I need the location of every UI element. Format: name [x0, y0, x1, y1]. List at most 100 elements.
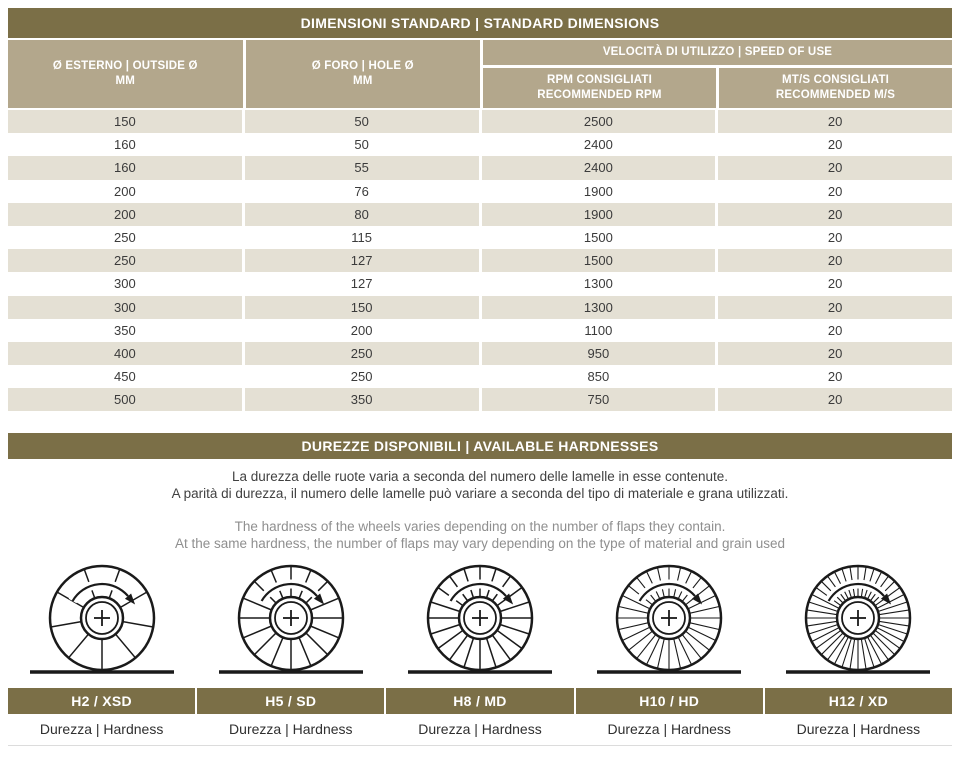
cell-hole-diameter: 76 [244, 179, 479, 203]
hardness-captions: Durezza | Hardness Durezza | Hardness Du… [8, 721, 952, 739]
cell-outside-diameter: 150 [8, 110, 242, 134]
cell-outside-diameter: 400 [8, 341, 242, 366]
hardness-label-h2-xsd: H2 / XSD [8, 688, 196, 715]
column-header-rpm-line2: RECOMMENDED RPM [537, 89, 662, 101]
hardness-label-h10-hd: H10 / HD [575, 688, 763, 715]
table-row: 350 200 1100 20 [8, 318, 952, 342]
hardness-label-h12-xd: H12 / XD [764, 688, 952, 715]
cell-ms: 20 [718, 365, 952, 389]
cell-outside-diameter: 300 [8, 272, 242, 296]
cell-rpm: 1300 [481, 295, 716, 319]
cell-hole-diameter: 55 [244, 156, 479, 180]
cell-outside-diameter: 250 [8, 249, 242, 273]
dimensions-table-body: 150 50 2500 20 160 50 2400 20 160 55 240… [8, 110, 952, 412]
hardness-section-title-text: DUREZZE DISPONIBILI | AVAILABLE HARDNESS… [301, 438, 659, 455]
cell-outside-diameter: 500 [8, 388, 242, 412]
column-header-rpm-line1: RPM CONSIGLIATI [546, 74, 652, 86]
hardness-caption: Durezza | Hardness [229, 721, 353, 738]
table-row: 250 127 1500 20 [8, 249, 952, 273]
table-row: 500 350 750 20 [8, 388, 952, 412]
description-en-line2: At the same hardness, the number of flap… [174, 535, 786, 551]
table-row: 450 250 850 20 [8, 365, 952, 389]
cell-rpm: 950 [481, 341, 716, 366]
column-header-ms-line1: MT/S CONSIGLIATI [781, 74, 890, 86]
flap-wheel-figure [576, 562, 763, 683]
column-header-outside-diameter: Ø ESTERNO | OUTSIDE Ø MM [8, 40, 243, 108]
table-row: 160 50 2400 20 [8, 133, 952, 157]
cell-rpm: 750 [481, 388, 716, 412]
flap-wheel-illustrations [8, 562, 952, 678]
cell-hole-diameter: 150 [244, 295, 479, 319]
hardness-caption: Durezza | Hardness [607, 721, 731, 738]
column-header-ms-line2: RECOMMENDED M/S [775, 89, 896, 101]
cell-hole-diameter: 50 [244, 133, 479, 157]
hardness-description-italian: La durezza delle ruote varia a seconda d… [8, 469, 952, 502]
cell-rpm: 2400 [481, 156, 716, 180]
flap-wheel-figure [8, 562, 195, 683]
cell-outside-diameter: 350 [8, 318, 242, 342]
column-header-speed-of-use: VELOCITÀ DI UTILIZZO | SPEED OF USE [483, 40, 952, 65]
table-row: 160 55 2400 20 [8, 156, 952, 180]
cell-rpm: 1300 [481, 272, 716, 296]
cell-hole-diameter: 127 [244, 272, 479, 296]
description-en-line1: The hardness of the wheels varies depend… [234, 519, 726, 535]
cell-hole-diameter: 127 [244, 249, 479, 273]
cell-outside-diameter: 300 [8, 295, 242, 319]
dimensions-table-title: DIMENSIONI STANDARD | STANDARD DIMENSION… [8, 8, 952, 38]
table-row: 200 76 1900 20 [8, 179, 952, 203]
cell-ms: 20 [718, 249, 952, 273]
cell-outside-diameter: 200 [8, 202, 242, 226]
cell-rpm: 2500 [481, 110, 716, 134]
dimensions-table-header: Ø ESTERNO | OUTSIDE Ø MM Ø FORO | HOLE Ø… [8, 40, 952, 108]
description-it-line2: A parità di durezza, il numero delle lam… [171, 485, 789, 501]
cell-outside-diameter: 250 [8, 225, 242, 250]
cell-ms: 20 [718, 179, 952, 203]
cell-hole-diameter: 250 [244, 365, 479, 389]
cell-ms: 20 [718, 156, 952, 180]
table-row: 150 50 2500 20 [8, 110, 952, 134]
cell-ms: 20 [718, 295, 952, 319]
hardness-caption: Durezza | Hardness [39, 721, 164, 738]
flap-wheel-figure [765, 562, 952, 683]
column-header-ms: MT/S CONSIGLIATI RECOMMENDED M/S [719, 68, 952, 108]
description-it-line1: La durezza delle ruote varia a seconda d… [231, 469, 729, 485]
hardness-description-english: The hardness of the wheels varies depend… [8, 519, 952, 552]
cell-rpm: 1900 [481, 179, 716, 203]
flap-wheel-icon [589, 562, 749, 683]
table-row: 300 150 1300 20 [8, 295, 952, 319]
column-header-rpm: RPM CONSIGLIATI RECOMMENDED RPM [483, 68, 716, 108]
cell-outside-diameter: 160 [8, 156, 242, 180]
cell-rpm: 1500 [481, 249, 716, 273]
cell-ms: 20 [718, 341, 952, 366]
cell-ms: 20 [718, 225, 952, 250]
column-header-hole-diameter-line2: MM [352, 75, 373, 87]
hardness-section-title: DUREZZE DISPONIBILI | AVAILABLE HARDNESS… [8, 433, 952, 460]
cell-hole-diameter: 50 [244, 110, 479, 134]
cell-ms: 20 [718, 272, 952, 296]
column-header-speed-of-use-text: VELOCITÀ DI UTILIZZO | SPEED OF USE [602, 46, 833, 58]
cell-ms: 20 [718, 110, 952, 134]
table-row: 300 127 1300 20 [8, 272, 952, 296]
cell-ms: 20 [718, 318, 952, 342]
cell-rpm: 1900 [481, 202, 716, 226]
cell-hole-diameter: 350 [244, 388, 479, 412]
hardness-caption: Durezza | Hardness [418, 721, 542, 738]
column-header-hole-diameter: Ø FORO | HOLE Ø MM [245, 40, 480, 108]
cell-rpm: 850 [481, 365, 716, 389]
table-row: 250 115 1500 20 [8, 225, 952, 250]
cell-outside-diameter: 160 [8, 133, 242, 157]
hardness-label-h5-sd: H5 / SD [197, 688, 385, 715]
cell-ms: 20 [718, 202, 952, 226]
cell-outside-diameter: 200 [8, 179, 242, 203]
table-row: 200 80 1900 20 [8, 202, 952, 226]
column-header-outside-diameter-line2: MM [115, 75, 136, 87]
hardness-caption: Durezza | Hardness [796, 721, 921, 738]
cell-outside-diameter: 450 [8, 365, 242, 389]
cell-rpm: 2400 [481, 133, 716, 157]
column-header-outside-diameter-line1: Ø ESTERNO | OUTSIDE Ø [52, 60, 198, 72]
flap-wheel-figure [386, 562, 573, 683]
cell-ms: 20 [718, 133, 952, 157]
dimensions-table-title-text: DIMENSIONI STANDARD | STANDARD DIMENSION… [300, 15, 660, 31]
cell-hole-diameter: 80 [244, 202, 479, 226]
